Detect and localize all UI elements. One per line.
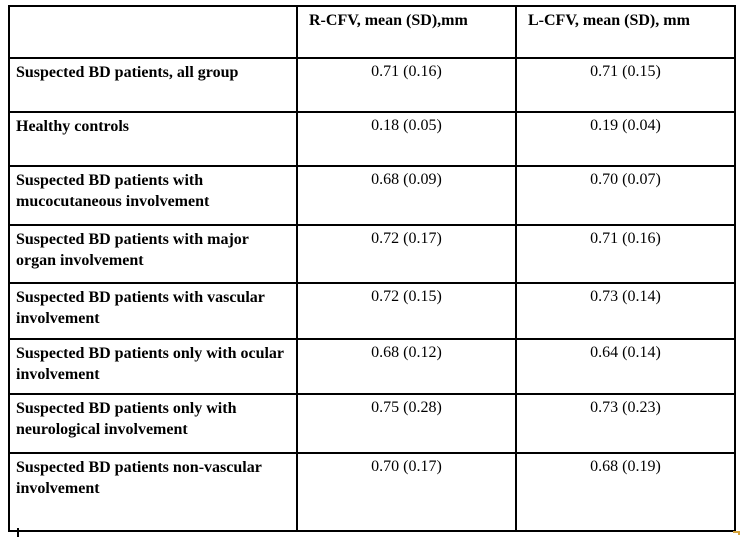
r-cfv-value: 0.68 (0.09) — [296, 165, 517, 226]
header-row: R-CFV, mean (SD),mm L-CFV, mean (SD), mm — [8, 5, 736, 59]
header-l-cfv: L-CFV, mean (SD), mm — [515, 5, 736, 59]
r-cfv-value: 0.70 (0.17) — [296, 452, 517, 532]
row-label: Suspected BD patients only with neurolog… — [8, 393, 298, 454]
l-cfv-value: 0.73 (0.23) — [515, 393, 736, 454]
r-cfv-value: 0.68 (0.12) — [296, 338, 517, 395]
table-row: Suspected BD patients, all group 0.71 (0.… — [8, 57, 736, 113]
cfv-measurements-table: R-CFV, mean (SD),mm L-CFV, mean (SD), mm… — [8, 5, 736, 532]
l-cfv-value: 0.73 (0.14) — [515, 282, 736, 340]
row-label: Suspected BD patients with mucocutaneous… — [8, 165, 298, 226]
row-label: Suspected BD patients only with ocular i… — [8, 338, 298, 395]
table-row: Healthy controls 0.18 (0.05) 0.19 (0.04) — [8, 111, 736, 167]
r-cfv-value: 0.72 (0.17) — [296, 224, 517, 284]
r-cfv-value: 0.71 (0.16) — [296, 57, 517, 113]
r-cfv-value: 0.72 (0.15) — [296, 282, 517, 340]
corner-artifact-mark — [733, 531, 740, 533]
l-cfv-value: 0.19 (0.04) — [515, 111, 736, 167]
table-row: Suspected BD patients only with neurolog… — [8, 393, 736, 454]
table-row: Suspected BD patients only with ocular i… — [8, 338, 736, 395]
header-r-cfv: R-CFV, mean (SD),mm — [296, 5, 517, 59]
row-label: Suspected BD patients, all group — [8, 57, 298, 113]
table-row: Suspected BD patients with vascular invo… — [8, 282, 736, 340]
corner-artifact-mark-tip — [738, 531, 740, 535]
r-cfv-value: 0.18 (0.05) — [296, 111, 517, 167]
row-label: Healthy controls — [8, 111, 298, 167]
table-body: Suspected BD patients, all group 0.71 (0.… — [8, 57, 736, 532]
l-cfv-value: 0.71 (0.16) — [515, 224, 736, 284]
row-label: Suspected BD patients non-vascular invol… — [8, 452, 298, 532]
header-empty-cell — [8, 5, 298, 59]
l-cfv-value: 0.64 (0.14) — [515, 338, 736, 395]
row-label: Suspected BD patients with major organ i… — [8, 224, 298, 284]
stray-tick-mark — [17, 528, 19, 537]
table-header: R-CFV, mean (SD),mm L-CFV, mean (SD), mm — [8, 5, 736, 59]
l-cfv-value: 0.71 (0.15) — [515, 57, 736, 113]
l-cfv-value: 0.68 (0.19) — [515, 452, 736, 532]
l-cfv-value: 0.70 (0.07) — [515, 165, 736, 226]
r-cfv-value: 0.75 (0.28) — [296, 393, 517, 454]
table-row: Suspected BD patients with major organ i… — [8, 224, 736, 284]
table-row: Suspected BD patients non-vascular invol… — [8, 452, 736, 532]
row-label: Suspected BD patients with vascular invo… — [8, 282, 298, 340]
table-row: Suspected BD patients with mucocutaneous… — [8, 165, 736, 226]
